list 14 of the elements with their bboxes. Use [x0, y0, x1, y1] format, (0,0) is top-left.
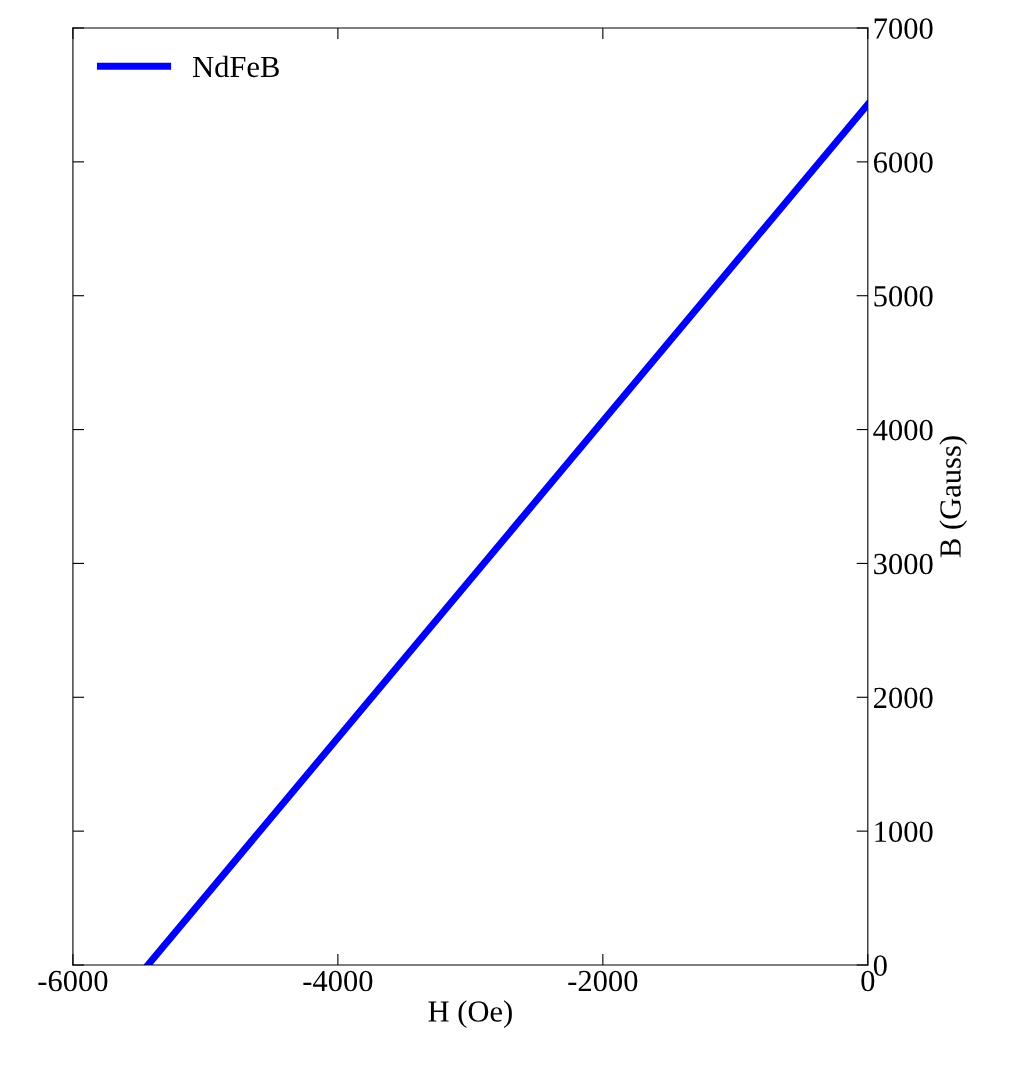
x-tick-label: -6000 [38, 970, 108, 992]
x-tick-label: -2000 [568, 970, 638, 992]
y-tick-label: 0 [873, 955, 887, 976]
y-tick-label: 7000 [874, 18, 933, 39]
x-tick-label: -4000 [303, 970, 373, 992]
y-tick-label: 4000 [873, 419, 933, 441]
y-tick-label: 1000 [875, 821, 933, 843]
y-tick-label: 6000 [873, 152, 933, 173]
y-tick-label: 2000 [874, 687, 933, 709]
y-axis-title: B (Gauss) [939, 436, 968, 558]
x-axis-title: H (Oe) [428, 1000, 512, 1029]
y-tick-label: 5000 [874, 286, 933, 307]
legend-label: NdFeB [192, 55, 279, 78]
y-tick-label: 3000 [874, 553, 933, 575]
